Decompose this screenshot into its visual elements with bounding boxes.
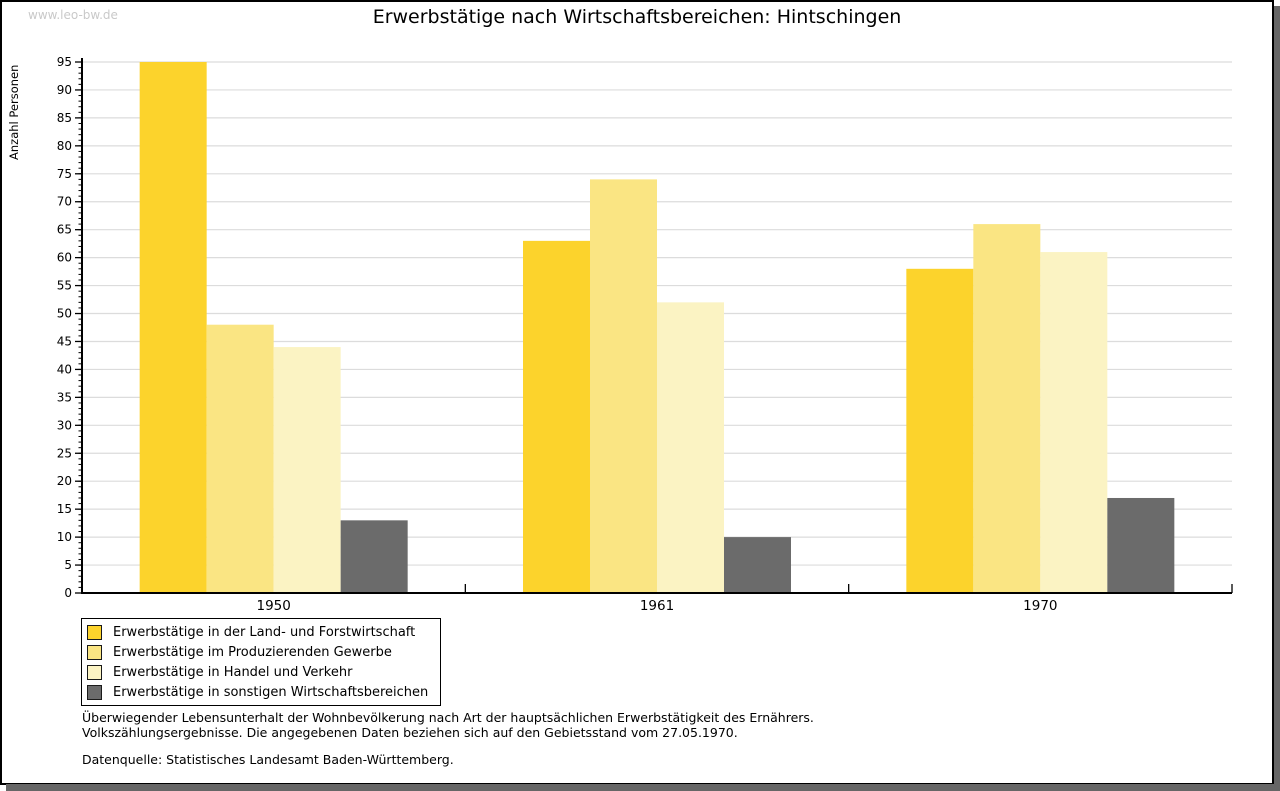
svg-text:40: 40 xyxy=(57,362,72,376)
svg-text:55: 55 xyxy=(57,279,72,293)
svg-text:80: 80 xyxy=(57,139,72,153)
svg-text:15: 15 xyxy=(57,502,72,516)
drop-shadow-bottom xyxy=(6,784,1280,791)
svg-text:30: 30 xyxy=(57,418,72,432)
svg-text:10: 10 xyxy=(57,530,72,544)
legend-item: Erwerbstätige in Handel und Verkehr xyxy=(87,662,428,682)
legend-swatch-sonstige-bereiche xyxy=(87,684,102,700)
svg-text:1970: 1970 xyxy=(1023,598,1057,614)
svg-text:35: 35 xyxy=(57,390,72,404)
chart-title: Erwerbstätige nach Wirtschaftsbereichen:… xyxy=(372,6,902,28)
svg-text:75: 75 xyxy=(57,167,72,181)
footnote-line-1: Überwiegender Lebensunterhalt der Wohnbe… xyxy=(82,710,814,725)
legend-label: Erwerbstätige in Handel und Verkehr xyxy=(113,664,353,680)
footnote-line-2: Volkszählungsergebnisse. Die angegebenen… xyxy=(82,724,738,740)
footnotes: Überwiegender Lebensunterhalt der Wohnbe… xyxy=(82,710,814,768)
legend-label: Erwerbstätige in sonstigen Wirtschaftsbe… xyxy=(113,684,429,700)
svg-text:90: 90 xyxy=(57,83,72,97)
legend-swatch-produzierendes-gewerbe xyxy=(87,644,102,660)
legend-swatch-land-forstwirtschaft xyxy=(87,624,102,640)
svg-text:5: 5 xyxy=(64,558,72,572)
svg-text:65: 65 xyxy=(57,223,72,237)
svg-text:0: 0 xyxy=(64,586,72,600)
legend-item: Erwerbstätige im Produzierenden Gewerbe xyxy=(87,642,428,662)
svg-text:95: 95 xyxy=(57,55,72,69)
legend: Erwerbstätige in der Land- und Forstwirt… xyxy=(81,618,442,706)
svg-text:1950: 1950 xyxy=(256,598,290,614)
svg-text:1961: 1961 xyxy=(640,598,674,614)
svg-text:70: 70 xyxy=(57,195,72,209)
drop-shadow-right xyxy=(1274,6,1280,791)
legend-item: Erwerbstätige in der Land- und Forstwirt… xyxy=(87,622,428,642)
svg-text:25: 25 xyxy=(57,446,72,460)
svg-text:50: 50 xyxy=(57,307,72,321)
data-source: Datenquelle: Statistisches Landesamt Bad… xyxy=(82,752,454,767)
watermark: www.leo-bw.de xyxy=(28,8,118,22)
svg-text:20: 20 xyxy=(57,474,72,488)
svg-text:60: 60 xyxy=(57,251,72,265)
svg-text:45: 45 xyxy=(57,334,72,348)
legend-label: Erwerbstätige in der Land- und Forstwirt… xyxy=(113,624,416,640)
bar-chart-plot: 1950 1961 1970 0 5 10 15 20 25 30 35 40 45 50 55 60 65 70… xyxy=(57,55,1233,614)
svg-text:85: 85 xyxy=(57,111,72,125)
legend-swatch-handel-verkehr xyxy=(87,664,102,680)
legend-label: Erwerbstätige im Produzierenden Gewerbe xyxy=(113,644,392,660)
legend-item: Erwerbstätige in sonstigen Wirtschaftsbe… xyxy=(87,682,428,702)
